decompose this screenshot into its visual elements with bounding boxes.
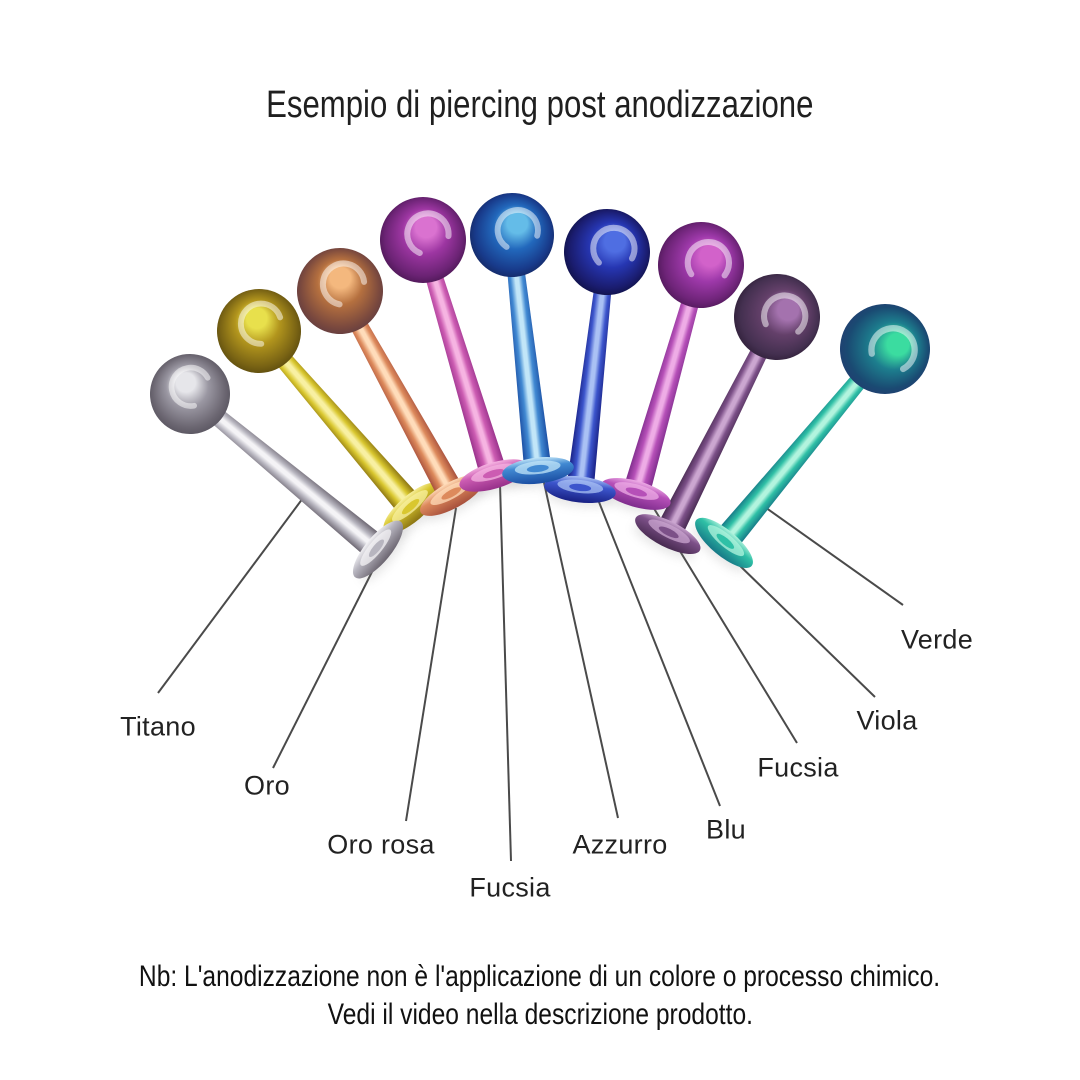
stud-post-titano [204,404,381,555]
page-title-text: Esempio di piercing post anodizzazione [266,84,814,126]
leader-line-fucsia-1 [499,483,512,862]
stud-ball-reflection-azzurro [494,207,541,254]
stud-ball-reflection-titano [168,364,213,409]
stud-ball-fucsia-1 [380,197,466,283]
color-label-viola: Viola [856,705,918,736]
stud-ball-reflection-blu [590,224,638,273]
stud-disc-center-blu [569,483,592,492]
leader-lines [157,477,904,862]
stud-post-viola [659,339,772,534]
stud-ball-viola [734,274,820,360]
stud-post-fucsia-2 [625,290,702,490]
stud-ball-titano [150,354,230,434]
stud-post-oro-rosa [346,312,461,495]
bottom-note: Nb: L'anodizzazione non è l'applicazione… [0,958,1080,1034]
stud-post-verde [718,367,872,546]
color-label-titano: Titano [120,711,196,742]
piercing-stud-verde [695,304,930,568]
leader-line-blu [596,496,721,807]
piercing-stud-viola [635,274,820,555]
leader-line-titano [157,497,304,694]
stud-ball-blu [564,209,650,295]
color-label-oro-rosa: Oro rosa [327,829,435,860]
stud-disc-center-fucsia-2 [625,487,647,497]
leader-line-verde [761,504,904,606]
leader-line-oro [272,557,380,769]
piercing-stud-azzurro [470,193,574,485]
piercing-stud-fucsia-2 [600,222,744,510]
color-label-blu: Blu [706,814,746,845]
stud-disc-center-oro [401,498,420,515]
note-line-1: Nb: L'anodizzazione non è l'applicazione… [139,960,941,993]
stud-disc-center-azzurro [526,464,549,473]
note-line-2: Vedi il video nella descrizione prodotto… [327,998,753,1031]
stud-ball-verde [840,304,930,394]
stud-ball-azzurro [470,193,554,277]
stud-ball-reflection-fucsia-2 [684,238,733,287]
stud-ball-reflection-verde [868,325,918,375]
stud-ball-reflection-oro-rosa [319,260,368,308]
stud-post-azzurro [506,261,551,465]
stud-disc-center-oro-rosa [441,487,462,500]
stud-disc-center-verde [716,533,735,549]
piercing-stud-blu [544,209,650,504]
leader-line-azzurro [542,477,619,819]
stud-ball-fucsia-2 [658,222,744,308]
color-label-verde: Verde [900,624,974,655]
piercing-stud-titano [150,354,404,579]
stud-disc-center-viola [658,526,679,539]
color-label-azzurro: Azzurro [572,829,668,860]
color-label-fucsia-1: Fucsia [469,872,551,903]
stud-post-fucsia-1 [423,265,505,472]
stud-post-oro [270,346,417,511]
stud-ball-reflection-oro [237,300,285,347]
stud-ball-oro [217,289,301,373]
leader-line-oro-rosa [405,507,457,822]
color-label-oro: Oro [244,770,290,801]
stud-ball-reflection-fucsia-1 [404,210,452,258]
page-title: Esempio di piercing post anodizzazione [0,84,1080,127]
stud-disc-center-fucsia-1 [482,468,505,479]
stud-post-blu [567,279,613,484]
stud-ball-reflection-viola [761,292,809,340]
stud-disc-center-titano [368,539,384,558]
color-label-fucsia-2: Fucsia [757,752,839,783]
